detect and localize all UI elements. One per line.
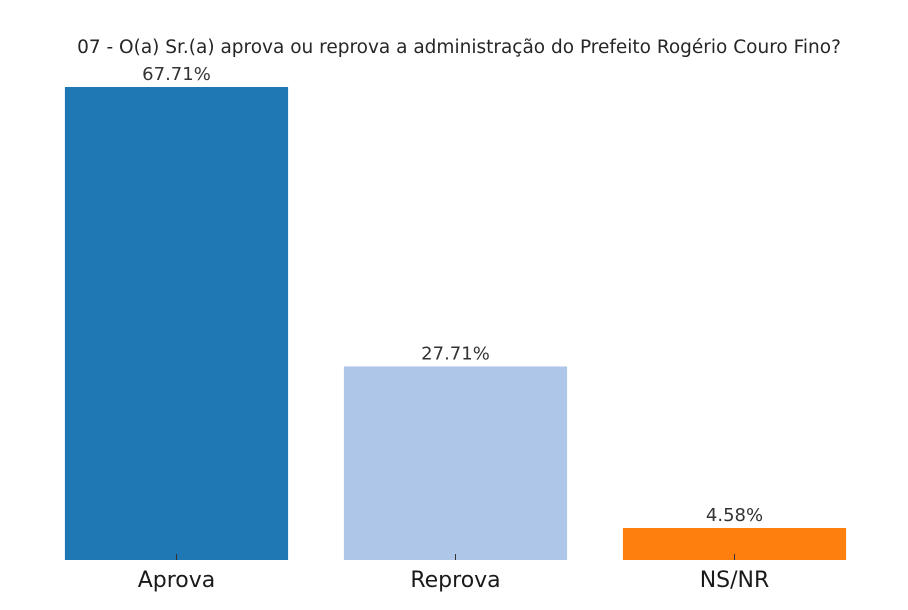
x-axis-labels: Aprova Reprova NS/NR <box>138 568 770 593</box>
bar-aprova <box>64 87 289 560</box>
bars-group <box>64 87 847 560</box>
x-axis-ticks <box>176 554 735 560</box>
value-labels-group: 67.71% 27.71% 4.58% <box>142 64 763 526</box>
x-tick-label-aprova: Aprova <box>138 568 216 593</box>
bar-reprova <box>343 366 568 560</box>
x-tick-label-ns-nr: NS/NR <box>700 568 770 593</box>
value-label-aprova: 67.71% <box>142 64 211 85</box>
value-label-ns-nr: 4.58% <box>706 505 763 526</box>
value-label-reprova: 27.71% <box>421 343 490 364</box>
chart-title: 07 - O(a) Sr.(a) aprova ou reprova a adm… <box>77 37 841 58</box>
x-tick-label-reprova: Reprova <box>410 568 500 593</box>
